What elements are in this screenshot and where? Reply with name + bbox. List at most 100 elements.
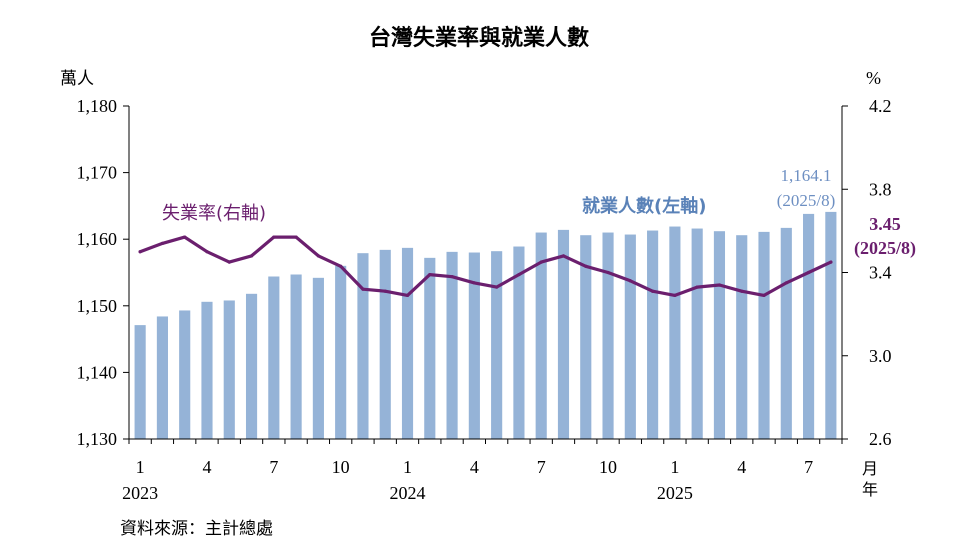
line-point-2025-7: [806, 270, 811, 275]
bar-2023-2: [156, 316, 168, 439]
line-point-2023-11: [361, 287, 365, 291]
bar-2025-5: [758, 231, 770, 439]
x-tick-label: 10: [332, 457, 350, 477]
line-point-2024-6: [517, 272, 521, 277]
line-point-2025-1: [673, 293, 677, 297]
x-year-label: 2024: [390, 483, 426, 503]
line-point-2024-11: [628, 279, 632, 283]
left-axis-ticks: 1,180 1,170 1,160 1,150 1,140 1,130: [77, 96, 129, 449]
left-tick-label: 1,160: [77, 229, 118, 249]
x-tick-label: 4: [202, 457, 211, 477]
bar-series-label: 就業人數(左軸): [582, 195, 706, 217]
bar-2024-2: [424, 257, 436, 439]
line-point-2023-9: [316, 254, 320, 258]
bar-2024-12: [647, 230, 659, 439]
bar-2024-4: [468, 252, 480, 439]
x-tick-label: 1: [136, 457, 145, 477]
line-point-2024-5: [495, 285, 499, 289]
x-tick-label: 7: [269, 457, 278, 477]
bar-last-value-label: 1,164.1: [781, 166, 832, 185]
bar-2024-5: [491, 251, 503, 439]
bar-2024-3: [446, 251, 458, 439]
bar-last-period-label: (2025/8): [777, 191, 836, 210]
bar-2023-3: [179, 310, 191, 439]
x-tick-label: 4: [470, 457, 479, 477]
line-point-2025-8: [829, 260, 833, 264]
bar-2025-1: [669, 226, 681, 439]
bar-series-employment: [134, 211, 837, 439]
bar-2025-4: [736, 235, 748, 439]
line-point-2024-9: [584, 264, 588, 268]
bar-2024-10: [602, 232, 614, 439]
line-point-2025-6: [784, 281, 788, 285]
line-point-2024-10: [606, 270, 610, 275]
x-year-label: 2025: [657, 483, 693, 503]
right-tick-label: 3.8: [869, 179, 892, 199]
bar-2025-7: [803, 213, 815, 439]
line-point-2023-3: [183, 235, 187, 239]
line-point-2024-1: [405, 293, 410, 297]
x-tick-label: 7: [537, 457, 546, 477]
x-tick-label: 4: [737, 457, 746, 477]
line-point-2023-8: [294, 235, 298, 239]
bar-2025-3: [713, 231, 726, 439]
line-point-2025-3: [717, 283, 722, 287]
x-unit-year: 年: [862, 480, 878, 499]
line-point-2023-5: [227, 260, 231, 264]
line-point-2024-4: [472, 281, 476, 285]
line-point-2024-7: [539, 260, 543, 264]
x-tick-label: 1: [670, 457, 679, 477]
bar-2025-2: [691, 228, 703, 439]
bar-2023-9: [312, 277, 324, 439]
x-tick-label: 7: [804, 457, 813, 477]
line-point-2023-1: [138, 250, 142, 254]
axes: [128, 106, 843, 440]
left-tick-label: 1,170: [77, 163, 118, 183]
bar-2024-7: [535, 232, 547, 439]
line-last-period-label: (2025/8): [854, 238, 916, 259]
line-point-2023-4: [205, 250, 209, 254]
line-point-2024-8: [561, 254, 566, 258]
right-tick-label: 2.6: [869, 429, 892, 449]
bar-2024-11: [624, 234, 636, 439]
line-last-value-label: 3.45: [869, 214, 901, 234]
line-point-2025-2: [695, 285, 699, 289]
line-series-unemployment: [138, 235, 833, 297]
chart-title: 台灣失業率與就業人數: [369, 25, 589, 51]
bar-2024-1: [401, 247, 414, 439]
x-year-label: 2023: [122, 483, 158, 503]
bar-2023-12: [379, 249, 391, 439]
line-point-2023-12: [383, 289, 387, 293]
left-tick-label: 1,180: [77, 96, 118, 116]
right-axis-ticks: 4.2 3.8 3.4 3.0 2.6: [842, 96, 892, 449]
line-point-2024-3: [450, 275, 454, 279]
bar-2023-10: [335, 265, 347, 439]
line-point-2025-4: [740, 289, 744, 293]
bar-2023-8: [290, 274, 302, 439]
x-tick-label: 10: [599, 457, 617, 477]
line-series-label: 失業率(右軸): [162, 203, 266, 224]
line-point-2023-7: [272, 235, 276, 239]
left-tick-label: 1,150: [77, 296, 118, 316]
line-point-2023-10: [339, 264, 343, 268]
bar-2023-4: [201, 301, 213, 439]
line-point-2023-6: [249, 254, 254, 258]
bar-2023-7: [268, 276, 280, 439]
bar-2025-6: [780, 227, 792, 439]
bar-2023-6: [245, 293, 258, 439]
left-axis-unit: 萬人: [60, 69, 94, 89]
bar-2024-8: [557, 229, 570, 439]
right-axis-unit: %: [866, 68, 881, 88]
left-tick-label: 1,140: [77, 362, 118, 382]
left-tick-label: 1,130: [77, 429, 118, 449]
bar-2023-5: [223, 300, 235, 439]
bar-2023-1: [134, 325, 146, 439]
line-point-2023-2: [160, 241, 165, 245]
bar-2024-9: [580, 235, 592, 439]
right-tick-label: 3.4: [869, 263, 892, 283]
bar-2024-6: [513, 246, 525, 439]
x-unit-month: 月: [862, 459, 878, 478]
line-point-2025-5: [762, 293, 766, 297]
bar-2023-11: [357, 253, 369, 439]
